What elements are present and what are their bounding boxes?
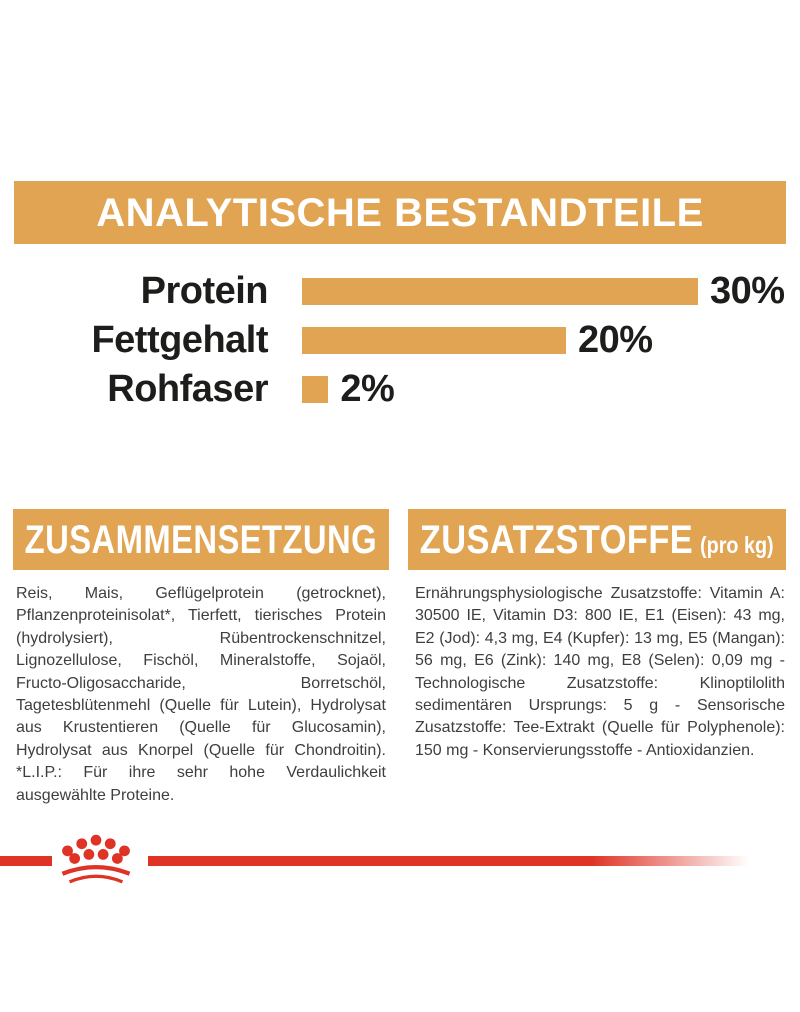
composition-header-banner: ZUSAMMENSETZUNG: [13, 509, 389, 570]
additives-header-banner: ZUSATZSTOFFE (pro kg): [408, 509, 786, 570]
footer-rule-right: [148, 856, 755, 866]
additives-body: Ernährungsphysiologische Zusatzstoffe: V…: [415, 585, 785, 759]
composition-title: ZUSAMMENSETZUNG: [24, 517, 378, 562]
bar: [302, 278, 698, 305]
bar-label: Protein: [140, 270, 269, 312]
chart-row: Rohfaser 2%: [0, 365, 800, 414]
royal-canin-crown-logo: [61, 834, 131, 884]
additives-title: ZUSATZSTOFFE (pro kg): [420, 520, 774, 560]
bar: [302, 376, 329, 403]
composition-body: Reis, Mais, Geflügelprotein (getrocknet)…: [16, 585, 386, 804]
analytical-constituents-chart: Protein 30% Fettgehalt 20% Rohfaser 2%: [0, 267, 800, 414]
chart-row: Protein 30%: [0, 267, 800, 316]
bar-label: Rohfaser: [107, 368, 268, 410]
bar-value: 30%: [710, 270, 785, 312]
additives-title-unit: (pro kg): [700, 531, 774, 558]
additives-title-main: ZUSATZSTOFFE: [420, 517, 694, 562]
bar: [302, 327, 566, 354]
bar-value: 20%: [578, 319, 653, 361]
bar-label: Fettgehalt: [91, 319, 268, 361]
chart-row: Fettgehalt 20%: [0, 316, 800, 365]
footer-rule-left: [0, 856, 52, 866]
bar-value: 2%: [340, 368, 395, 410]
analytics-header-banner: ANALYTISCHE BESTANDTEILE: [14, 181, 786, 244]
analytics-title: ANALYTISCHE BESTANDTEILE: [96, 190, 704, 235]
